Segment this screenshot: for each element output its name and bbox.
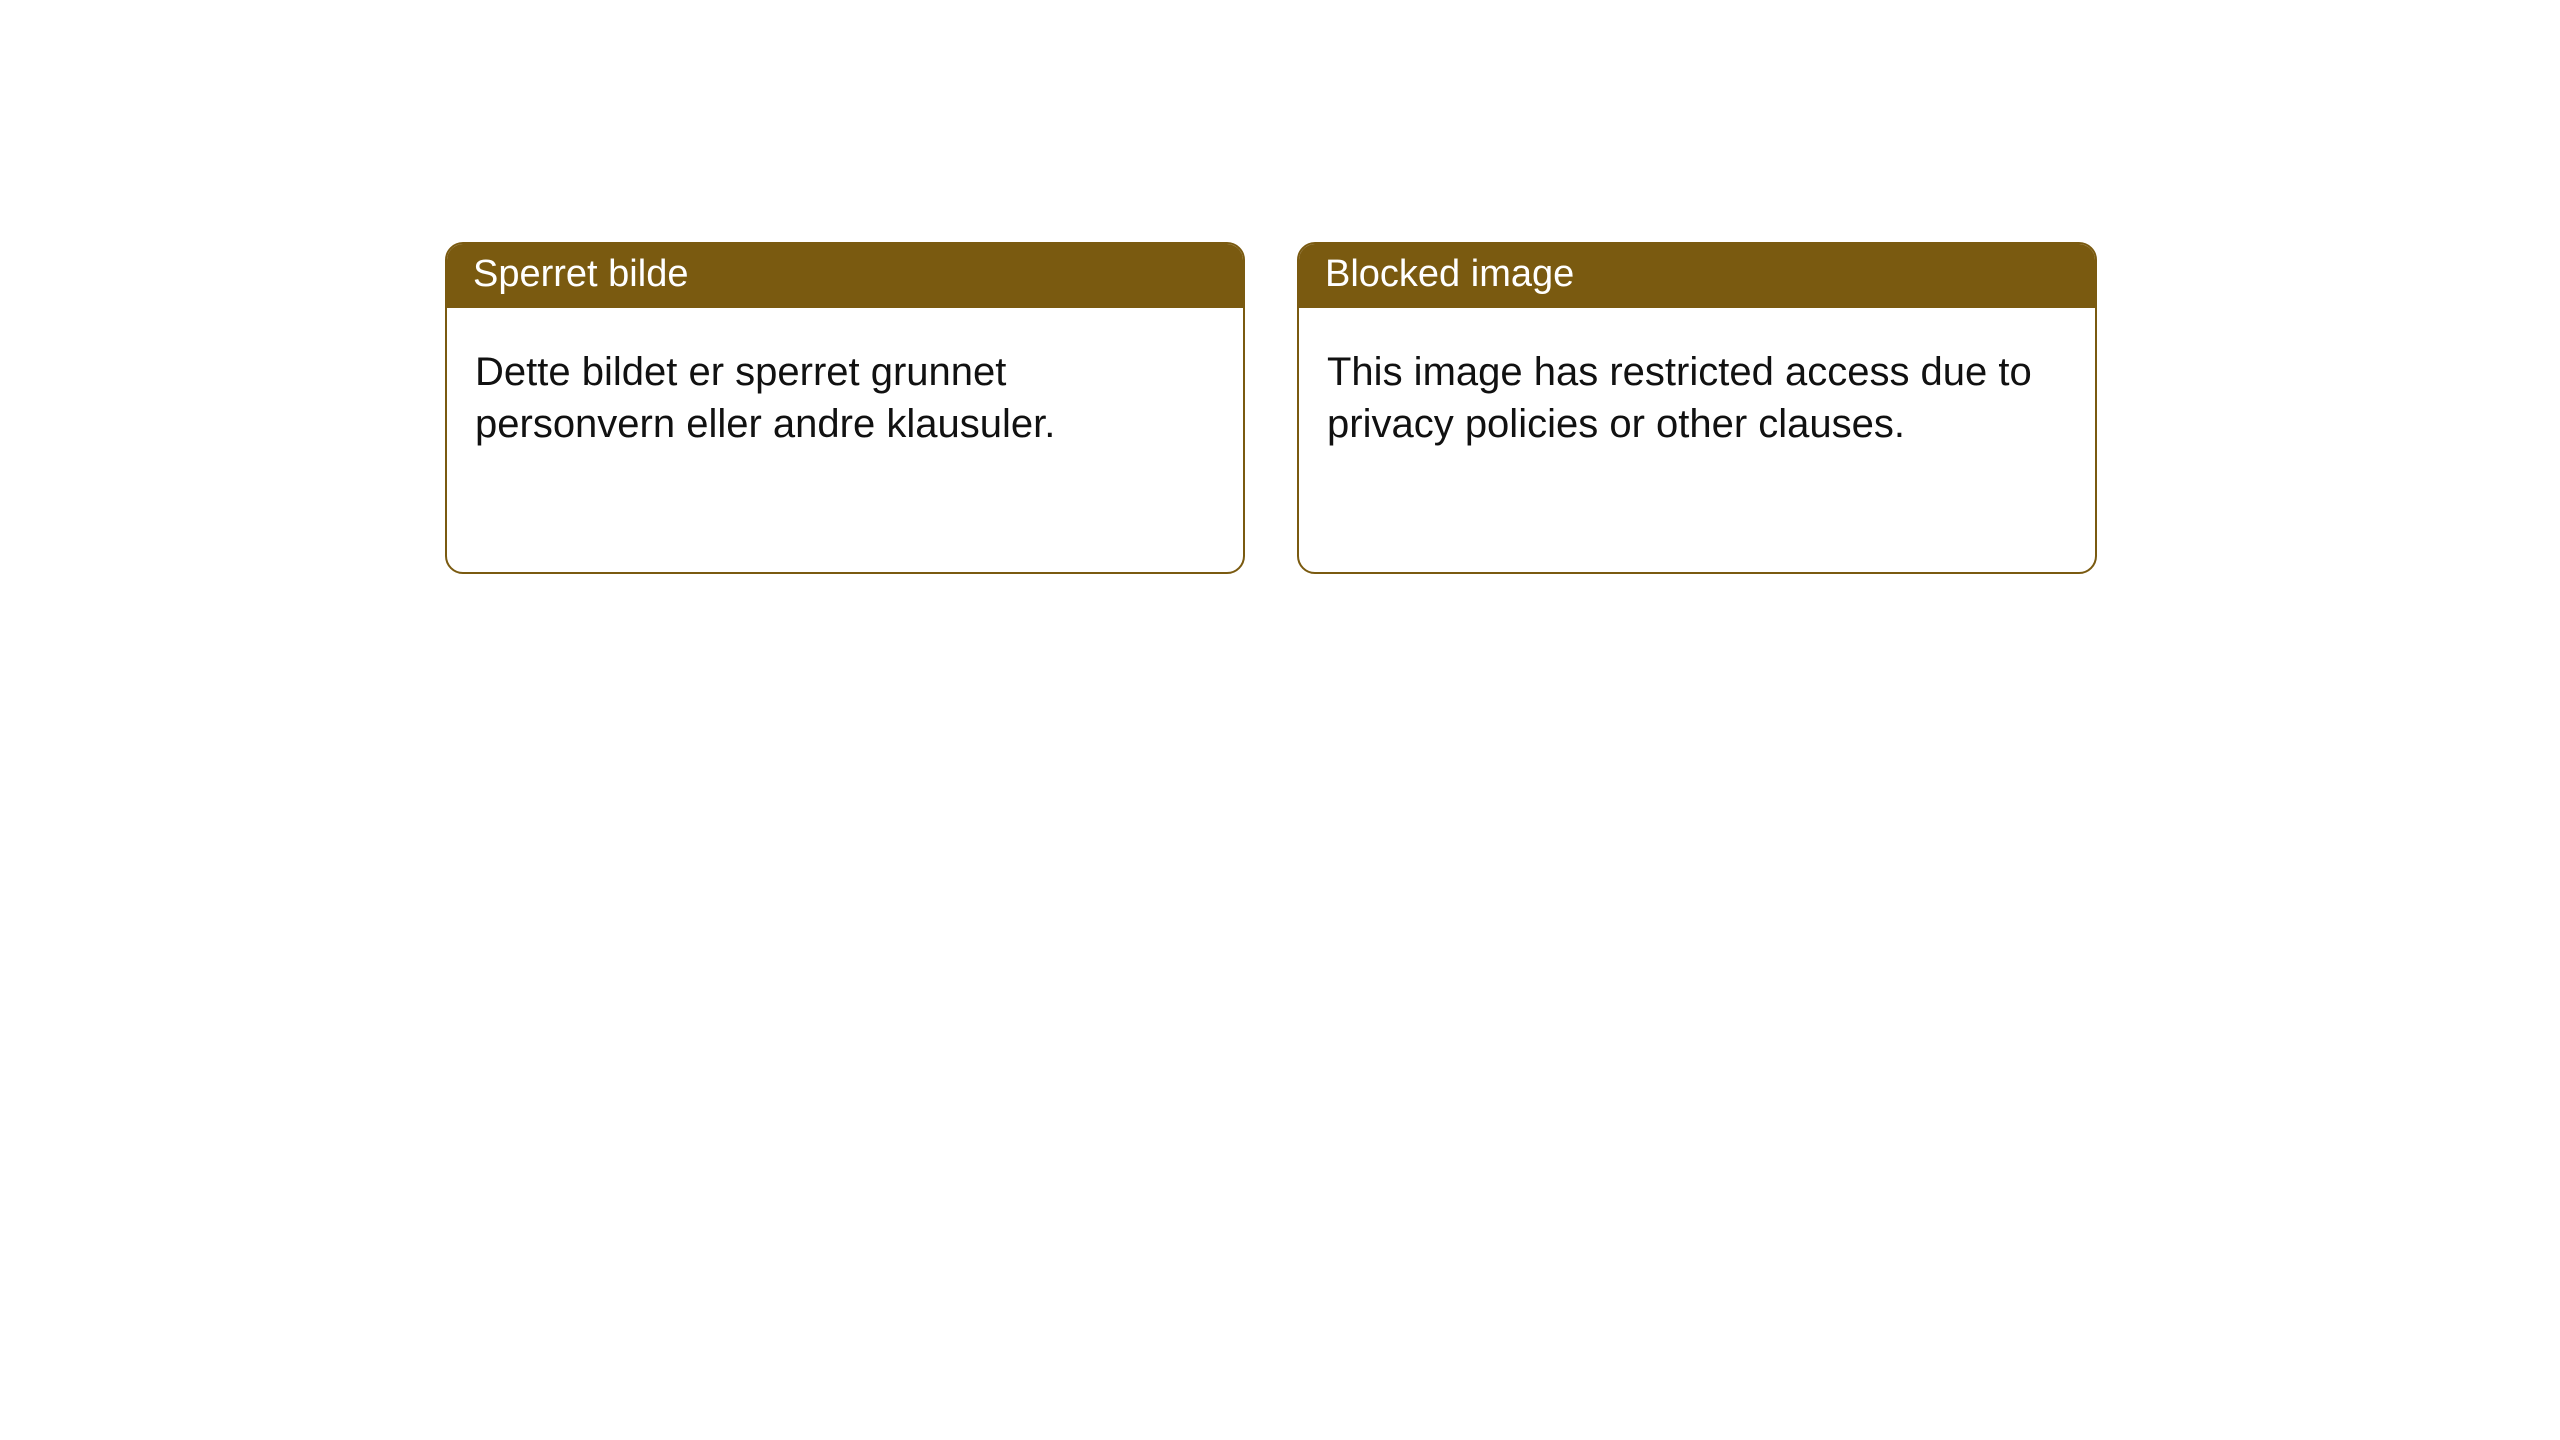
notice-header: Blocked image: [1299, 244, 2095, 308]
notice-body: This image has restricted access due to …: [1299, 308, 2095, 478]
notice-header: Sperret bilde: [447, 244, 1243, 308]
notice-box-norwegian: Sperret bilde Dette bildet er sperret gr…: [445, 242, 1245, 574]
notice-container: Sperret bilde Dette bildet er sperret gr…: [0, 0, 2560, 574]
notice-box-english: Blocked image This image has restricted …: [1297, 242, 2097, 574]
notice-body: Dette bildet er sperret grunnet personve…: [447, 308, 1243, 478]
